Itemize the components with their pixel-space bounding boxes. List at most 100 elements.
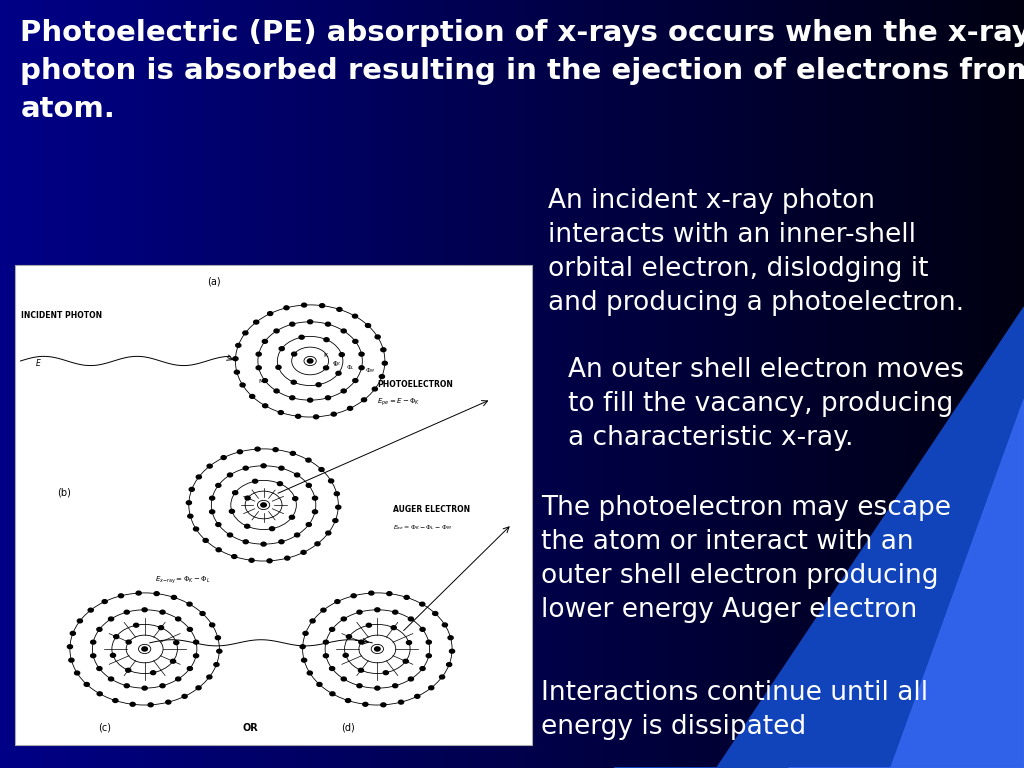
Circle shape bbox=[300, 645, 305, 649]
Circle shape bbox=[321, 608, 326, 612]
Circle shape bbox=[346, 634, 351, 639]
Circle shape bbox=[274, 389, 280, 393]
Circle shape bbox=[375, 647, 380, 651]
Circle shape bbox=[249, 558, 254, 562]
Circle shape bbox=[339, 353, 344, 356]
Circle shape bbox=[262, 404, 267, 408]
Circle shape bbox=[187, 602, 193, 606]
Text: (a): (a) bbox=[207, 276, 220, 286]
Circle shape bbox=[326, 323, 331, 326]
Circle shape bbox=[312, 510, 317, 514]
Circle shape bbox=[243, 540, 248, 544]
Circle shape bbox=[301, 303, 306, 307]
Circle shape bbox=[409, 677, 414, 681]
Circle shape bbox=[279, 466, 284, 470]
Circle shape bbox=[324, 654, 329, 657]
FancyBboxPatch shape bbox=[15, 265, 532, 745]
Circle shape bbox=[111, 654, 116, 657]
Circle shape bbox=[279, 411, 284, 415]
Circle shape bbox=[369, 591, 374, 595]
Circle shape bbox=[362, 703, 368, 707]
Circle shape bbox=[353, 339, 358, 343]
Circle shape bbox=[214, 663, 219, 667]
Circle shape bbox=[318, 468, 324, 472]
Circle shape bbox=[186, 501, 191, 505]
Circle shape bbox=[267, 312, 272, 316]
Circle shape bbox=[189, 488, 195, 492]
Circle shape bbox=[256, 353, 261, 356]
Circle shape bbox=[420, 602, 425, 606]
Circle shape bbox=[296, 415, 301, 419]
Circle shape bbox=[97, 667, 102, 670]
Circle shape bbox=[331, 412, 336, 416]
Text: The photoelectron may escape
the atom or interact with an
outer shell electron p: The photoelectron may escape the atom or… bbox=[541, 495, 950, 624]
Circle shape bbox=[71, 631, 76, 635]
Circle shape bbox=[124, 611, 129, 614]
Circle shape bbox=[245, 496, 250, 500]
Circle shape bbox=[367, 624, 372, 627]
Text: PHOTOELECTRON: PHOTOELECTRON bbox=[377, 380, 454, 389]
Circle shape bbox=[250, 395, 255, 399]
Circle shape bbox=[176, 677, 181, 681]
Circle shape bbox=[133, 624, 138, 627]
Polygon shape bbox=[788, 399, 1024, 768]
Circle shape bbox=[404, 595, 410, 599]
Circle shape bbox=[234, 370, 240, 374]
Circle shape bbox=[262, 379, 267, 382]
Circle shape bbox=[426, 641, 431, 644]
Circle shape bbox=[291, 452, 296, 455]
Text: Photoelectric (PE) absorption of x-rays occurs when the x-ray
photon is absorbed: Photoelectric (PE) absorption of x-rays … bbox=[20, 19, 1024, 123]
Circle shape bbox=[91, 654, 96, 657]
Circle shape bbox=[166, 700, 171, 704]
Circle shape bbox=[243, 466, 248, 470]
Circle shape bbox=[267, 559, 272, 563]
Circle shape bbox=[109, 617, 114, 621]
Circle shape bbox=[142, 608, 147, 611]
Circle shape bbox=[409, 617, 414, 621]
Circle shape bbox=[203, 538, 208, 542]
Circle shape bbox=[334, 492, 339, 495]
Circle shape bbox=[353, 379, 358, 382]
Circle shape bbox=[119, 594, 124, 598]
Circle shape bbox=[379, 375, 384, 379]
Circle shape bbox=[187, 627, 193, 631]
Circle shape bbox=[381, 703, 386, 707]
Circle shape bbox=[124, 684, 129, 687]
Circle shape bbox=[176, 617, 181, 621]
Circle shape bbox=[373, 387, 378, 391]
Circle shape bbox=[358, 668, 364, 672]
Text: $\Phi_K$: $\Phi_K$ bbox=[332, 359, 342, 368]
Text: (b): (b) bbox=[56, 488, 71, 498]
Circle shape bbox=[232, 357, 238, 361]
Circle shape bbox=[316, 382, 322, 386]
Circle shape bbox=[336, 505, 341, 509]
Circle shape bbox=[78, 619, 83, 623]
Circle shape bbox=[291, 380, 296, 384]
Circle shape bbox=[102, 600, 108, 604]
Circle shape bbox=[269, 527, 274, 531]
Circle shape bbox=[439, 675, 444, 679]
Circle shape bbox=[347, 406, 352, 410]
Circle shape bbox=[345, 699, 350, 703]
Circle shape bbox=[357, 611, 362, 614]
Text: $\Phi_M$: $\Phi_M$ bbox=[366, 366, 376, 376]
Circle shape bbox=[375, 687, 380, 690]
Circle shape bbox=[429, 686, 434, 690]
Circle shape bbox=[306, 458, 311, 462]
Circle shape bbox=[210, 623, 215, 627]
Circle shape bbox=[227, 533, 232, 537]
Circle shape bbox=[255, 447, 260, 451]
Circle shape bbox=[403, 659, 409, 663]
Text: An outer shell electron moves
to fill the vacancy, producing
a characteristic x-: An outer shell electron moves to fill th… bbox=[568, 357, 965, 451]
Circle shape bbox=[351, 594, 356, 598]
Circle shape bbox=[420, 627, 425, 631]
Circle shape bbox=[274, 329, 280, 333]
Circle shape bbox=[215, 636, 220, 640]
Text: $E_{ae} = \Phi_K - \Phi_L - \Phi_M$: $E_{ae} = \Phi_K - \Phi_L - \Phi_M$ bbox=[393, 523, 452, 532]
Circle shape bbox=[130, 703, 135, 707]
Circle shape bbox=[306, 522, 311, 527]
Circle shape bbox=[154, 591, 159, 595]
Text: AUGER ELECTRON: AUGER ELECTRON bbox=[393, 505, 470, 514]
Circle shape bbox=[420, 667, 425, 670]
Circle shape bbox=[319, 303, 325, 307]
